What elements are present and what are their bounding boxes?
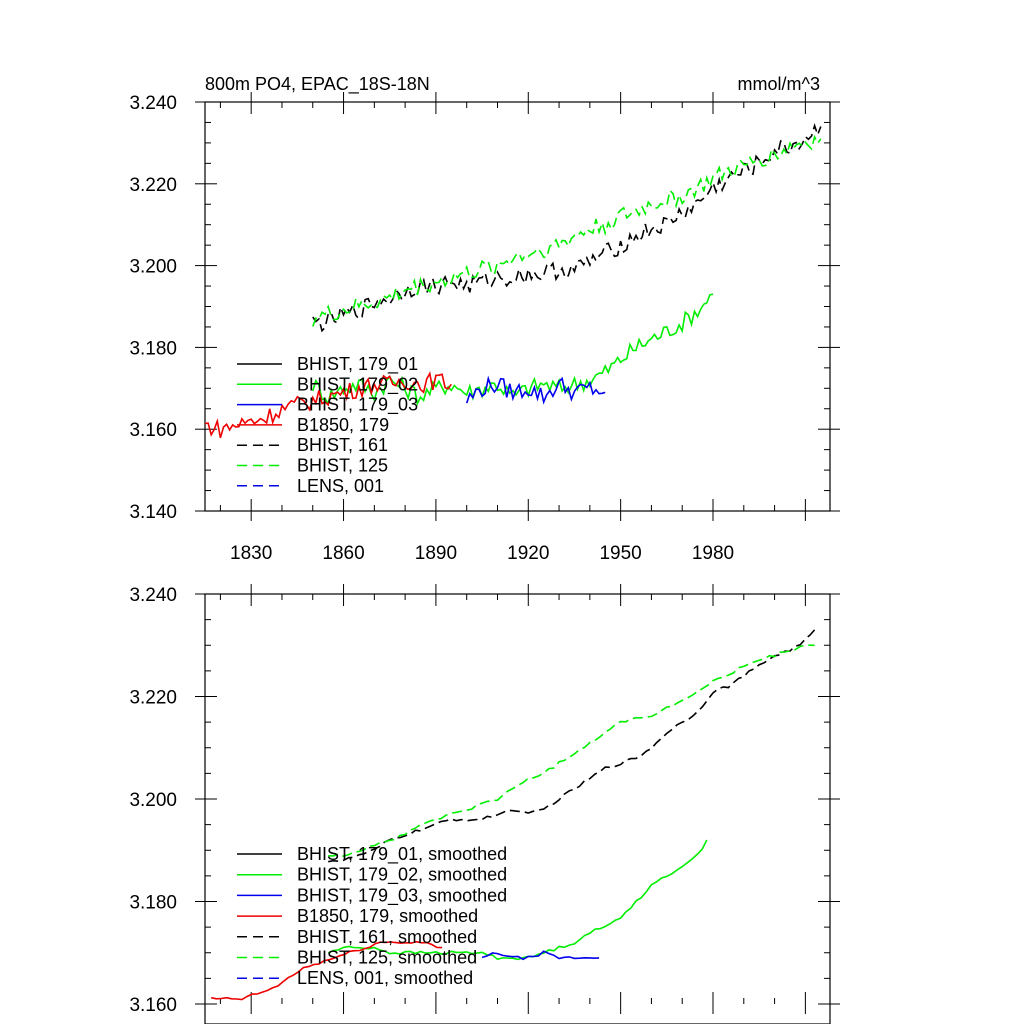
legend-entry: BHIST, 179_02, smoothed xyxy=(297,865,507,886)
axis-ticks-bottom: 3.160 3.180 3.200 3.220 3.240 xyxy=(129,584,840,1016)
series-lines-top xyxy=(205,122,822,439)
x-tick-label: 1830 xyxy=(230,543,272,564)
panel-top: 800m PO4, EPAC_18S-18N mmol/m^3 1830 1860… xyxy=(129,74,840,564)
legend-entry: BHIST, 161 xyxy=(297,435,388,455)
y-tick-label: 3.160 xyxy=(129,995,177,1016)
series-line xyxy=(312,134,822,327)
y-tick-label: 3.180 xyxy=(129,338,177,359)
chart-units: mmol/m^3 xyxy=(738,74,820,94)
axis-ticks-top: 1830 1860 1890 1920 1950 1980 3.140 3.160 3.180 3… xyxy=(129,92,840,564)
x-tick-label: 1890 xyxy=(415,543,457,564)
legend-entry: BHIST, 179_03, smoothed xyxy=(297,885,507,906)
legend-entry: B1850, 179 xyxy=(297,415,389,435)
x-tick-label: 1920 xyxy=(507,543,549,564)
series-line xyxy=(481,950,600,961)
legend-entry: BHIST, 125, smoothed xyxy=(297,948,477,968)
legend-entry: LENS, 001 xyxy=(297,476,384,496)
y-tick-label: 3.200 xyxy=(129,790,177,811)
legend-entry: BHIST, 179_01 xyxy=(297,354,418,375)
series-line xyxy=(312,293,714,407)
x-tick-label: 1980 xyxy=(692,543,734,564)
legend-entry: B1850, 179, smoothed xyxy=(297,906,478,926)
panel-bottom: 3.160 3.180 3.200 3.220 3.240 BHIST, 179_01,… xyxy=(129,584,840,1024)
series-line xyxy=(211,940,443,1001)
y-tick-label: 3.160 xyxy=(129,420,177,441)
legend-entry: BHIST, 161, smoothed xyxy=(297,927,477,947)
y-tick-label: 3.140 xyxy=(129,502,177,523)
series-lines-bottom xyxy=(211,629,816,1001)
series-line xyxy=(465,375,606,405)
chart-title: 800m PO4, EPAC_18S-18N xyxy=(205,74,430,95)
series-line xyxy=(328,629,816,863)
y-tick-label: 3.240 xyxy=(129,93,177,114)
legend-entry: BHIST, 179_03 xyxy=(297,395,418,416)
legend-entry: LENS, 001, smoothed xyxy=(297,968,473,988)
series-line xyxy=(327,839,708,961)
series-line xyxy=(205,371,452,439)
plot-frame-bottom xyxy=(204,593,831,1024)
series-line xyxy=(312,122,822,333)
y-tick-label: 3.180 xyxy=(129,893,177,914)
legend-entry: BHIST, 179_02 xyxy=(297,374,418,395)
series-line xyxy=(328,644,815,858)
y-tick-label: 3.220 xyxy=(129,688,177,709)
y-tick-label: 3.200 xyxy=(129,257,177,278)
y-tick-label: 3.240 xyxy=(129,585,177,606)
legend-entry: BHIST, 179_01, smoothed xyxy=(297,844,507,865)
legend-entry: BHIST, 125 xyxy=(297,456,388,476)
y-tick-label: 3.220 xyxy=(129,175,177,196)
x-tick-label: 1950 xyxy=(599,543,641,564)
x-tick-label: 1860 xyxy=(322,543,364,564)
